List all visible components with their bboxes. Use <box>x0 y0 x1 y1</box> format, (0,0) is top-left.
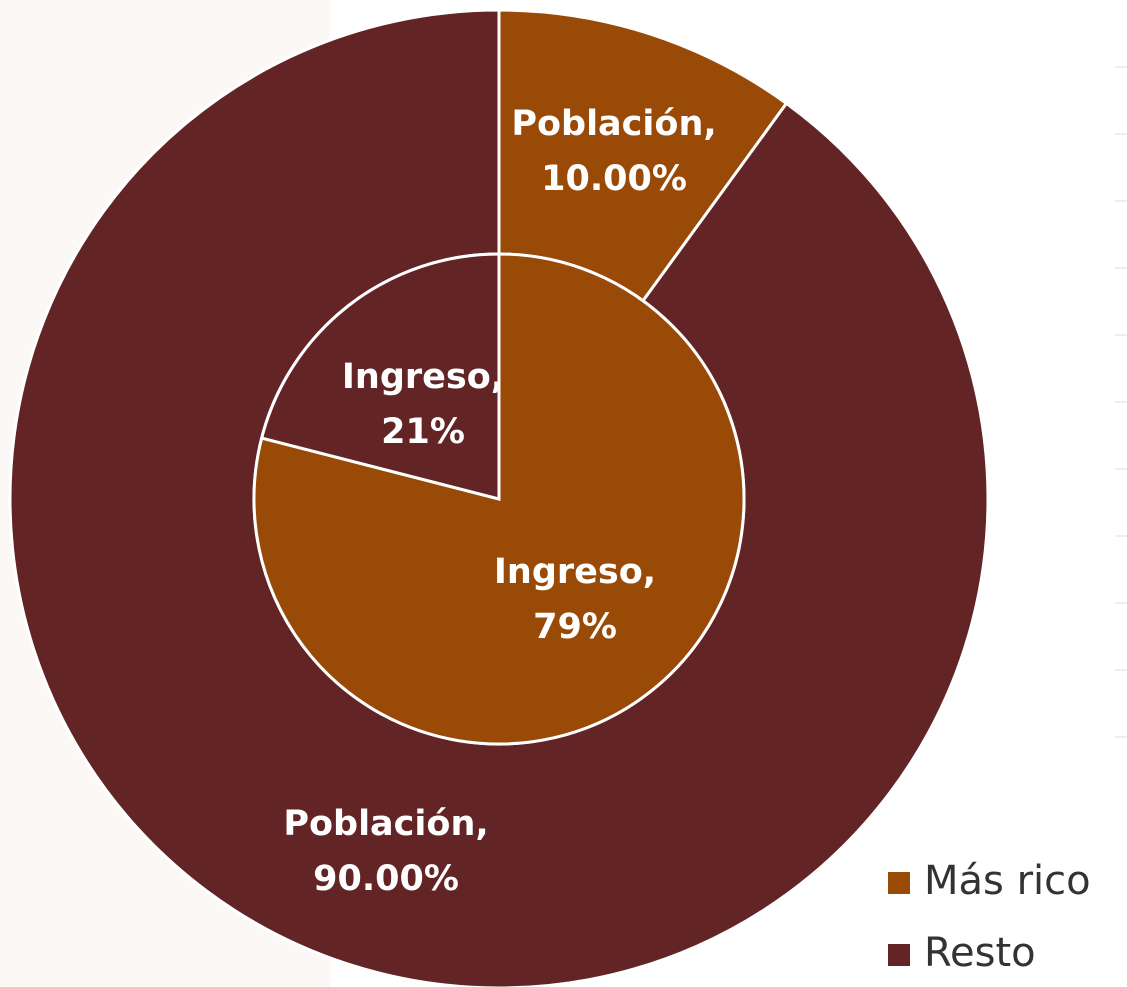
slice <box>259 252 501 501</box>
data-label-value: 79% <box>533 607 617 647</box>
slice <box>252 252 746 746</box>
decor-ticks <box>1115 66 1127 738</box>
data-label-value: 10.00% <box>541 159 687 199</box>
legend-label: Más rico <box>924 858 1091 904</box>
legend-swatch <box>888 872 910 894</box>
data-label-name: Población, <box>511 104 716 144</box>
data-label-name: Población, <box>283 804 488 844</box>
data-label-name: Ingreso, <box>494 552 656 592</box>
legend-label: Resto <box>924 930 1036 976</box>
data-label-name: Ingreso, <box>342 357 504 397</box>
data-label-value: 21% <box>381 412 465 452</box>
legend-swatch <box>888 944 910 966</box>
data-label-value: 90.00% <box>313 859 459 899</box>
